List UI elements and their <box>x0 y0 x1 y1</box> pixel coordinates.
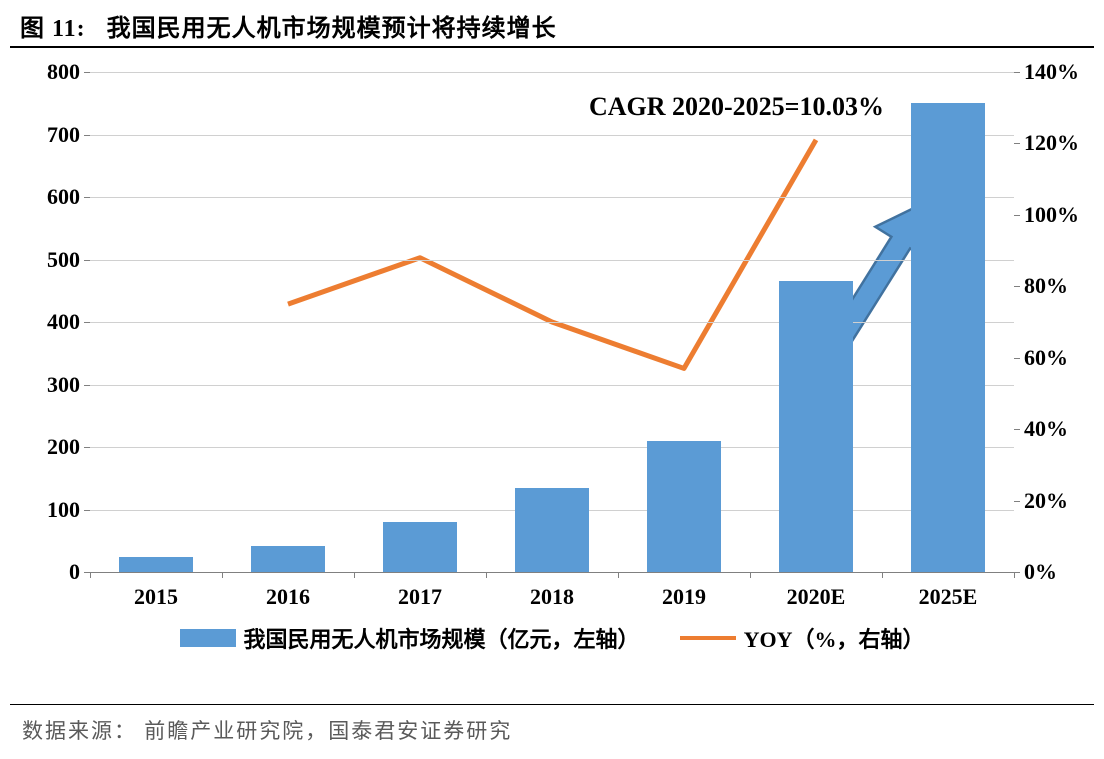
y2-tick-label: 100% <box>1014 202 1079 228</box>
figure-label: 图 11: <box>20 16 86 42</box>
gridline <box>90 385 1014 386</box>
figure-title: 图 11: 我国民用无人机市场规模预计将持续增长 <box>20 8 557 43</box>
x-tick-mark <box>486 572 487 578</box>
source-prefix: 数据来源： <box>22 719 137 743</box>
legend-bar-swatch <box>180 629 236 647</box>
x-tick-mark <box>354 572 355 578</box>
chart-area: 0 100 200 300 400 500 600 700 800 0% 20% 40% 60% 80% 1… <box>20 62 1084 672</box>
gridline <box>90 197 1014 198</box>
bar <box>251 546 325 572</box>
gridline <box>90 260 1014 261</box>
y2-tick-label: 80% <box>1014 273 1068 299</box>
gridline <box>90 322 1014 323</box>
y1-tick-label: 0 <box>69 559 90 585</box>
x-tick-label: 2018 <box>530 572 574 610</box>
y2-tick-label: 140% <box>1014 59 1079 85</box>
x-tick-mark <box>882 572 883 578</box>
y1-tick-label: 100 <box>47 497 90 523</box>
legend-line-label: YOY（%，右轴） <box>744 622 925 654</box>
legend-line-swatch <box>680 636 736 640</box>
x-tick-mark <box>90 572 91 578</box>
y1-tick-label: 700 <box>47 122 90 148</box>
x-tick-mark <box>222 572 223 578</box>
y2-tick-label: 60% <box>1014 345 1068 371</box>
y2-tick-label: 120% <box>1014 130 1079 156</box>
figure-title-text: 我国民用无人机市场规模预计将持续增长 <box>107 16 557 42</box>
source-line: 数据来源： 前瞻产业研究院，国泰君安证券研究 <box>10 704 1094 745</box>
x-tick-label: 2025E <box>919 572 978 610</box>
legend-item-bar: 我国民用无人机市场规模（亿元，左轴） <box>180 622 640 654</box>
y1-tick-label: 500 <box>47 247 90 273</box>
x-tick-mark <box>1014 572 1015 578</box>
legend-bar-label: 我国民用无人机市场规模（亿元，左轴） <box>244 622 640 654</box>
x-tick-label: 2020E <box>787 572 846 610</box>
y2-tick-label: 40% <box>1014 416 1068 442</box>
y1-tick-label: 600 <box>47 184 90 210</box>
y1-tick-label: 200 <box>47 434 90 460</box>
gridline <box>90 72 1014 73</box>
x-tick-label: 2017 <box>398 572 442 610</box>
legend: 我国民用无人机市场规模（亿元，左轴） YOY（%，右轴） <box>20 622 1084 654</box>
cagr-annotation: CAGR 2020-2025=10.03% <box>589 92 884 122</box>
x-tick-mark <box>750 572 751 578</box>
x-tick-label: 2019 <box>662 572 706 610</box>
x-tick-label: 2016 <box>266 572 310 610</box>
y2-tick-label: 20% <box>1014 488 1068 514</box>
x-tick-label: 2015 <box>134 572 178 610</box>
bar <box>779 281 853 572</box>
yoy-line <box>288 140 816 369</box>
y1-tick-label: 400 <box>47 309 90 335</box>
x-tick-mark <box>618 572 619 578</box>
bar <box>647 441 721 572</box>
gridline <box>90 135 1014 136</box>
bar <box>383 522 457 572</box>
y1-tick-label: 300 <box>47 372 90 398</box>
bar <box>911 103 985 572</box>
y2-tick-label: 0% <box>1014 559 1057 585</box>
source-text: 前瞻产业研究院，国泰君安证券研究 <box>144 719 512 743</box>
title-underline <box>10 46 1094 48</box>
bar <box>515 488 589 572</box>
legend-item-line: YOY（%，右轴） <box>680 622 925 654</box>
bar <box>119 557 193 572</box>
gridline <box>90 447 1014 448</box>
y1-tick-label: 800 <box>47 59 90 85</box>
plot-region: 01002003004005006007008000%20%40%60%80%1… <box>90 72 1014 572</box>
